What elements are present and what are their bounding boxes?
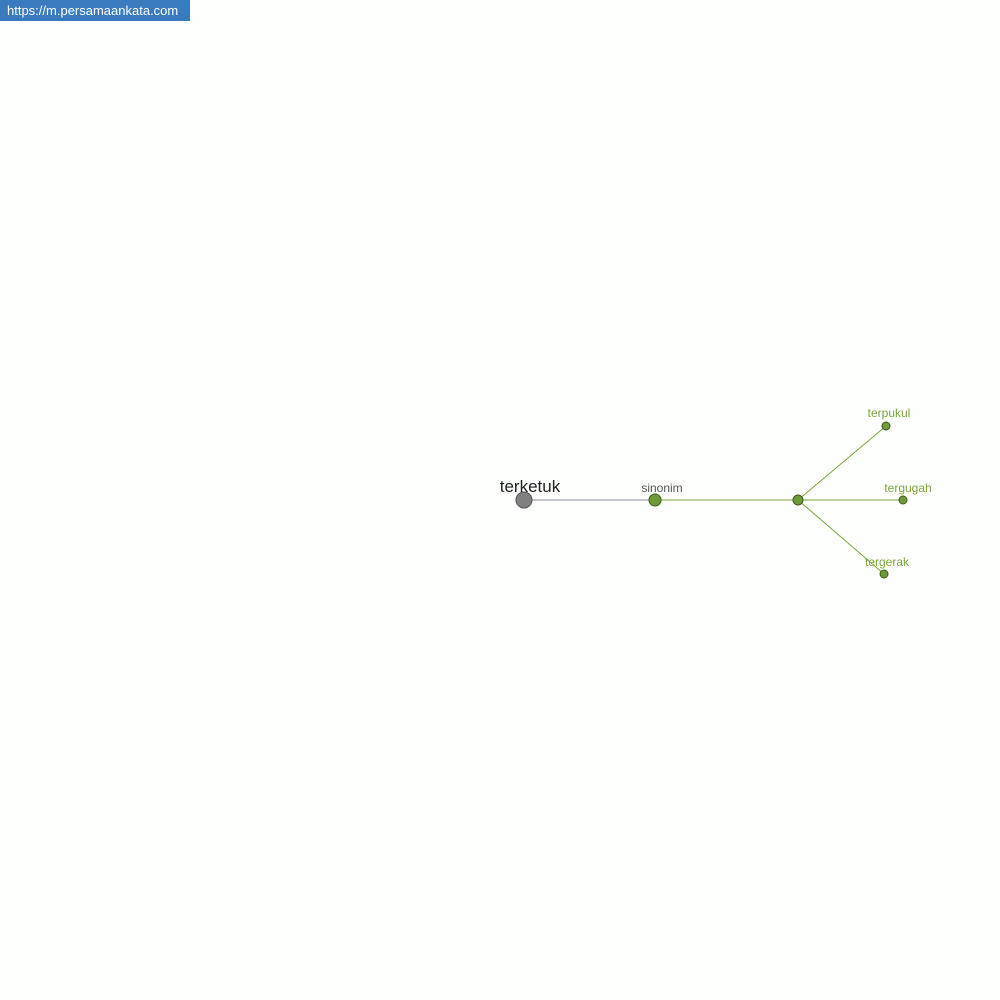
- relation-label: sinonim: [641, 481, 682, 495]
- synonym-node[interactable]: [898, 495, 908, 505]
- edge-synonym: [797, 499, 885, 575]
- synonym-label[interactable]: tergerak: [865, 555, 910, 569]
- synonym-label[interactable]: tergugah: [884, 481, 931, 495]
- synonym-node[interactable]: [879, 569, 889, 579]
- relation-node[interactable]: [648, 493, 662, 507]
- synonym-node[interactable]: [881, 421, 891, 431]
- site-url-banner[interactable]: https://m.persamaankata.com: [0, 0, 190, 21]
- synonym-label[interactable]: terpukul: [868, 406, 911, 420]
- edge-synonym: [797, 425, 887, 501]
- root-node[interactable]: [515, 491, 533, 509]
- hub-node[interactable]: [792, 494, 804, 506]
- root-label[interactable]: terketuk: [500, 477, 561, 496]
